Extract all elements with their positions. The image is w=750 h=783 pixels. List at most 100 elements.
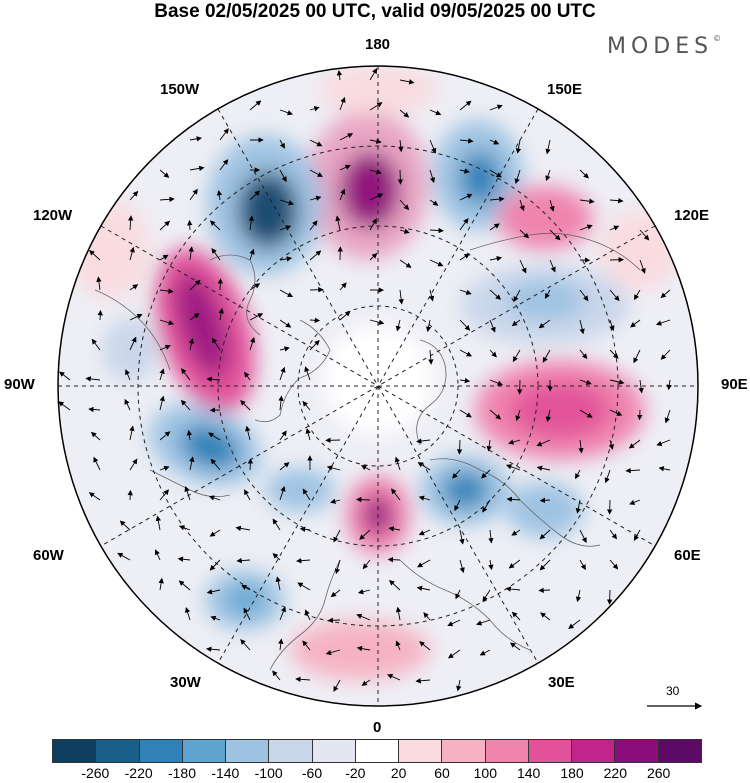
wind-arrow [360, 465, 371, 471]
wind-arrow [609, 349, 619, 359]
wind-arrow [247, 458, 254, 471]
wind-arrow [90, 431, 101, 441]
wind-arrow [186, 429, 193, 441]
wind-arrow [333, 529, 341, 543]
wind-arrow [325, 649, 341, 656]
wind-arrow [506, 496, 521, 503]
wind-arrow [387, 556, 401, 563]
wind-arrow [304, 609, 311, 621]
wind-arrow [209, 220, 221, 231]
wind-arrow [369, 138, 382, 144]
wind-arrow [489, 289, 502, 300]
wind-arrow [85, 376, 101, 382]
colorbar [52, 739, 702, 763]
wind-arrow [361, 679, 371, 686]
wind-arrow [189, 313, 200, 321]
colorbar-cell [355, 740, 400, 762]
wind-arrow [235, 525, 251, 532]
wind-arrow [549, 199, 555, 212]
wind-arrow [178, 580, 191, 591]
wind-arrow [399, 109, 410, 118]
wind-arrow [542, 349, 551, 363]
wind-arrow [511, 319, 521, 327]
wind-arrow [295, 676, 311, 682]
wind-arrow [579, 559, 586, 571]
wind-arrow [538, 587, 551, 593]
wind-arrow [655, 319, 671, 326]
wind-arrow [356, 496, 371, 503]
wind-arrow [579, 409, 593, 418]
wind-arrow [482, 589, 491, 602]
wind-arrow [660, 349, 671, 360]
wind-arrow [429, 169, 436, 184]
wind-arrow [604, 469, 611, 484]
wind-arrow [330, 589, 341, 598]
wind-arrow [309, 317, 321, 324]
low-60e [507, 482, 583, 538]
wind-arrow [339, 96, 346, 111]
wind-arrow [219, 128, 229, 141]
wind-arrow [539, 559, 551, 571]
label-30w: 30W [170, 674, 201, 691]
wind-arrow [488, 529, 494, 544]
wind-arrow [399, 228, 410, 234]
label-90w: 90W [4, 376, 35, 393]
colorbar-cell [53, 740, 97, 762]
copyright-mark: © [713, 34, 722, 43]
wind-arrow [578, 439, 584, 454]
wind-arrow [272, 670, 281, 681]
wind-arrow [514, 169, 521, 185]
wind-arrow [249, 337, 256, 351]
wind-arrow [158, 577, 164, 591]
wind-arrow [278, 395, 284, 411]
wind-arrow [629, 499, 641, 505]
wind-arrow [297, 582, 311, 591]
brand-text: MODES [607, 34, 714, 59]
wind-arrow [399, 199, 410, 211]
wind-arrow [124, 398, 131, 411]
wind-arrow [609, 409, 623, 416]
wind-arrow [88, 492, 101, 501]
wind-arrow [177, 556, 191, 562]
wind-arrow [489, 104, 503, 111]
wind-arrow [459, 217, 469, 231]
label-150e: 150E [547, 81, 583, 98]
wind-arrow [58, 371, 71, 381]
wind-arrow [272, 552, 281, 561]
wind-arrow [189, 456, 195, 471]
wind-arrow [117, 552, 131, 561]
colorbar-cell [269, 740, 313, 762]
wind-arrow [279, 109, 293, 116]
wind-arrow [538, 319, 551, 329]
high-125e [497, 186, 593, 250]
wind-arrow [544, 289, 551, 299]
wind-arrow [159, 254, 169, 261]
label-120e: 120E [674, 207, 710, 224]
wind-arrow [279, 169, 287, 183]
wind-arrow [447, 619, 461, 627]
wind-arrow [664, 409, 671, 424]
high-mediterranean [290, 620, 430, 680]
wind-arrow [279, 199, 295, 206]
wind-arrow [129, 190, 139, 201]
label-60w: 60W [33, 547, 64, 564]
wind-arrow [459, 349, 472, 357]
wind-arrow [279, 462, 290, 471]
wind-arrow [459, 409, 472, 418]
wind-arrow [456, 679, 462, 692]
wind-arrow [159, 465, 170, 471]
low-55w [265, 468, 335, 512]
wind-arrow [129, 284, 139, 291]
wind-arrow [630, 319, 641, 328]
wind-arrow [455, 589, 461, 600]
wind-arrow [606, 589, 613, 605]
colorbar-tick-label: -100 [254, 765, 283, 781]
label-150w: 150W [160, 81, 200, 98]
wind-arrow [459, 377, 471, 384]
wind-arrow [279, 606, 286, 621]
colorbar-tick-label: 140 [516, 765, 541, 781]
wind-arrow [180, 399, 191, 411]
wind-arrow [336, 70, 343, 81]
wind-arrow [608, 439, 614, 450]
